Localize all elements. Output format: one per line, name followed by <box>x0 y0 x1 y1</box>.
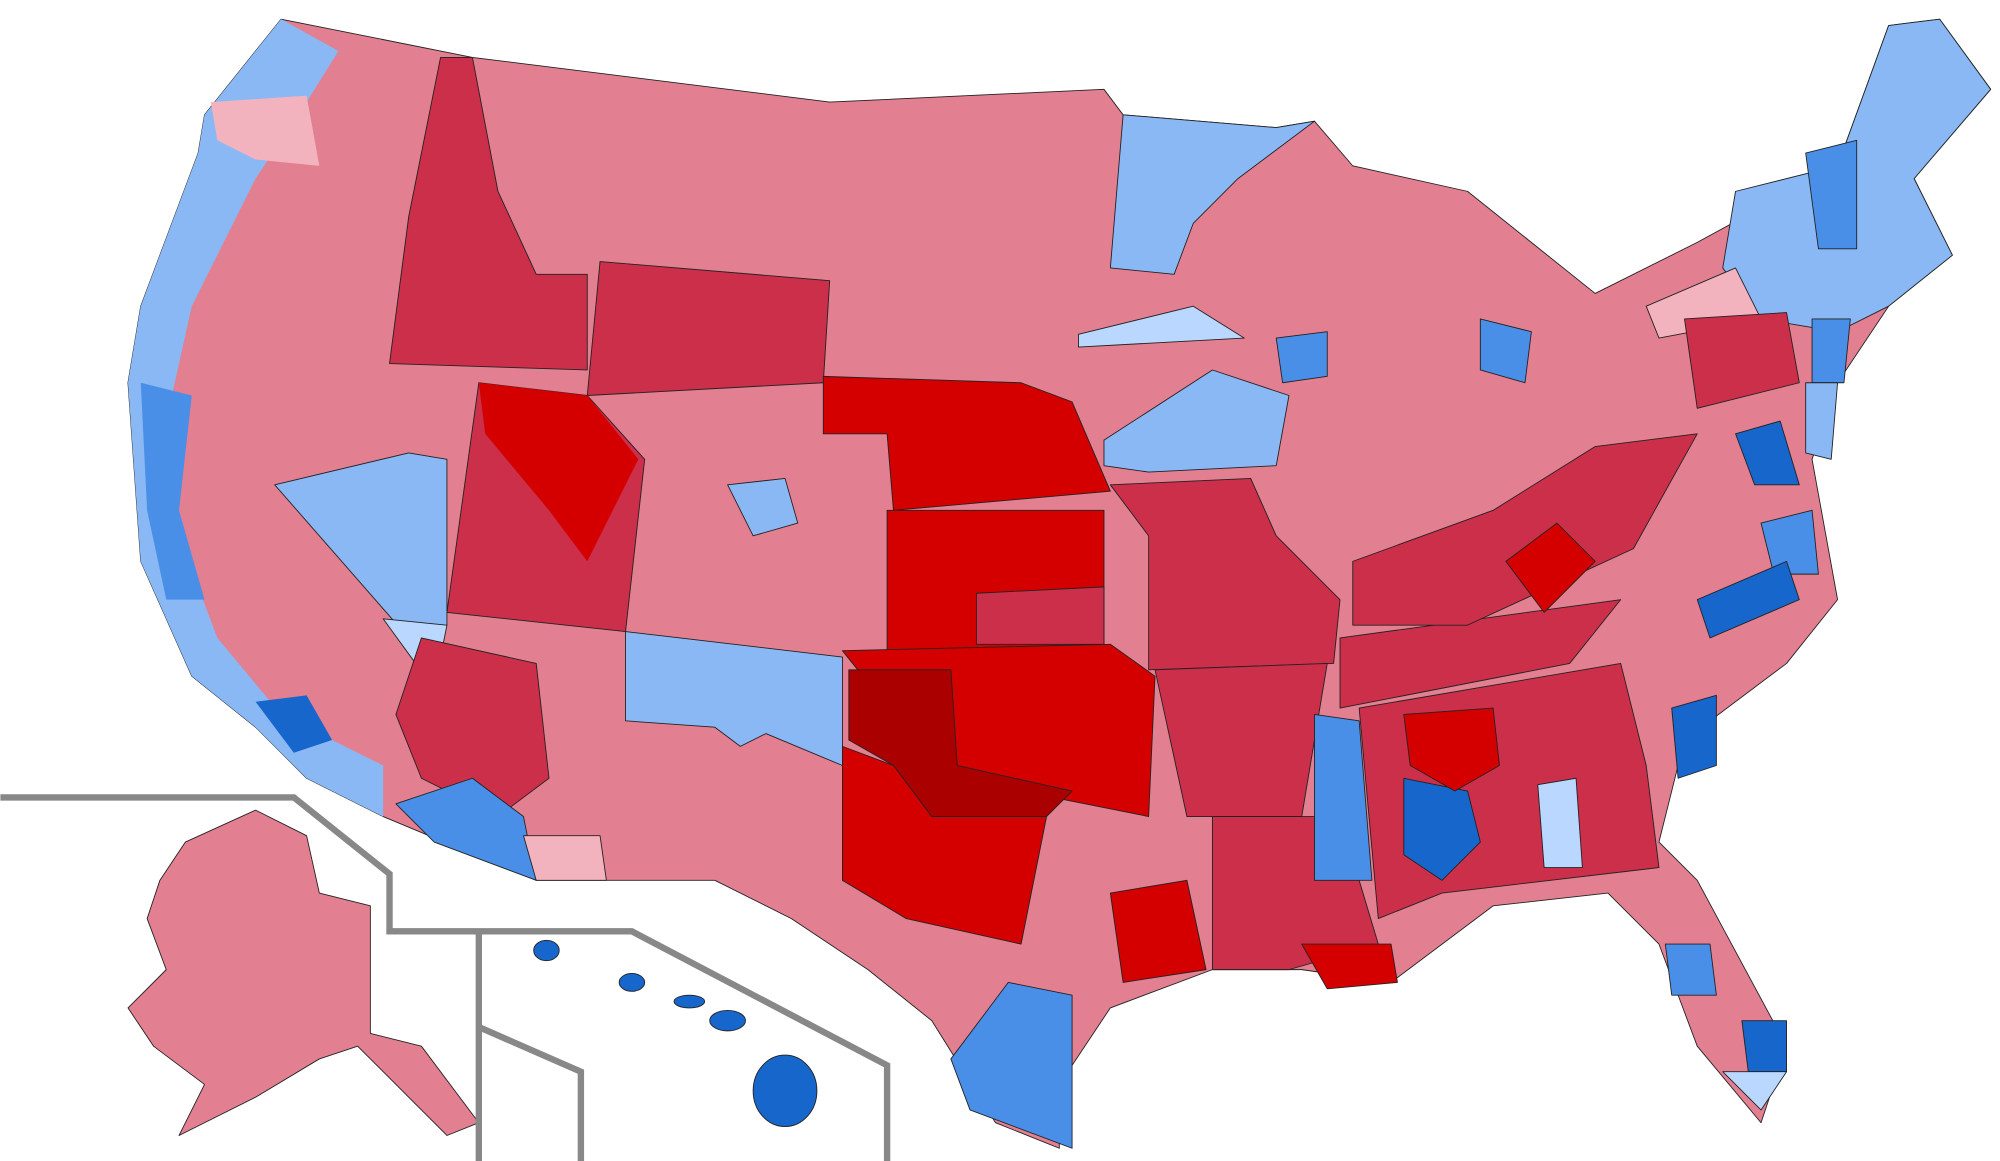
alaska-inset-border <box>0 794 891 1161</box>
tennessee <box>1339 599 1622 709</box>
mississippi-district <box>1314 714 1373 881</box>
utah-district <box>478 382 639 562</box>
chicago-district <box>1275 331 1328 384</box>
minnesota-district <box>1109 114 1315 275</box>
east-texas-district <box>1109 879 1207 983</box>
keys-district <box>1722 1071 1787 1111</box>
louisiana-south <box>1301 943 1398 990</box>
bay-area-district <box>140 382 205 600</box>
kansas-district <box>975 586 1105 645</box>
west-coast-district <box>127 19 384 817</box>
virginia-district <box>1760 509 1819 575</box>
nc-district <box>1696 560 1800 639</box>
south-carolina-district <box>1671 694 1717 779</box>
kauai <box>533 939 560 962</box>
alaska <box>127 809 480 1136</box>
nevada-district <box>274 452 448 639</box>
nebraska <box>822 375 1111 511</box>
hawaii-big-island <box>752 1054 818 1127</box>
miami-district <box>1741 1020 1787 1073</box>
vermont <box>1805 139 1858 250</box>
wyoming <box>586 261 831 396</box>
maryland-district <box>1735 420 1800 486</box>
oahu <box>618 973 646 992</box>
molokai <box>673 994 706 1009</box>
texas-district <box>841 745 1048 945</box>
kentucky-district <box>1505 522 1596 613</box>
missouri <box>1109 477 1341 671</box>
arizona-tucson <box>523 835 607 881</box>
colorado-district <box>727 477 799 537</box>
nj-district <box>1805 382 1839 460</box>
nyc-district <box>1811 318 1851 384</box>
la-district <box>255 695 333 753</box>
hawaii-inset-border <box>475 931 585 1161</box>
idaho <box>389 56 588 371</box>
georgia-south <box>1537 777 1583 869</box>
new-mexico-district <box>625 631 843 766</box>
tampa-district <box>1664 943 1717 996</box>
iowa-district <box>1103 369 1290 473</box>
wisconsin-district <box>1078 305 1245 348</box>
detroit-district <box>1479 318 1532 384</box>
kentucky-wv <box>1352 433 1698 626</box>
pennsylvania-district <box>1684 312 1800 409</box>
oregon-district <box>210 95 320 166</box>
maui <box>709 1010 746 1032</box>
south-texas-district <box>950 981 1073 1149</box>
georgia-district <box>1403 707 1500 792</box>
